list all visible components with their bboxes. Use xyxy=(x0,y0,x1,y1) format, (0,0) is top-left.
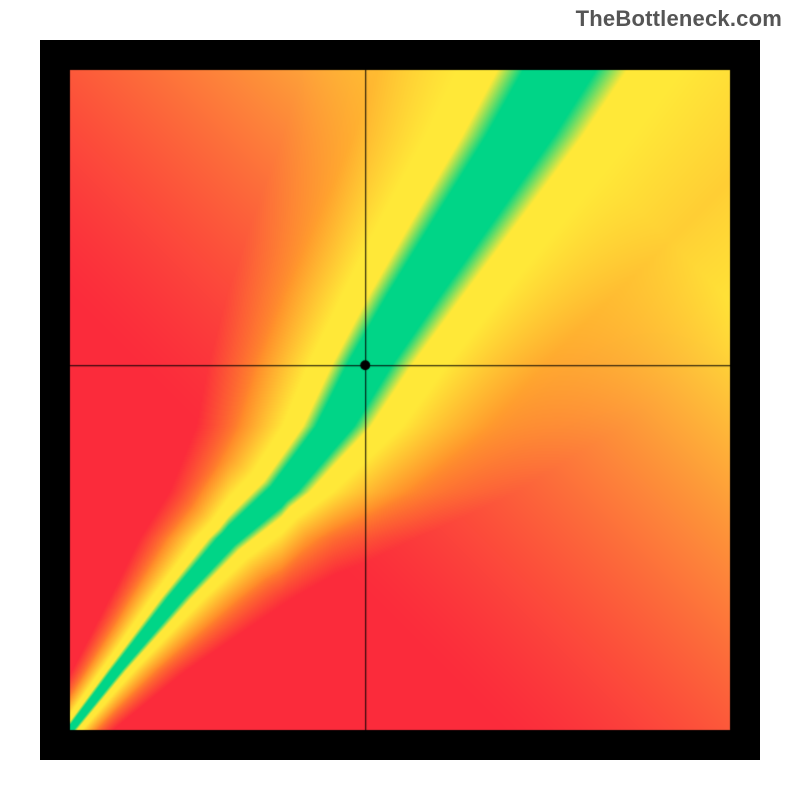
chart-container: TheBottleneck.com xyxy=(0,0,800,800)
plot-frame xyxy=(40,40,760,760)
watermark-text: TheBottleneck.com xyxy=(576,6,782,32)
heatmap-canvas xyxy=(40,40,760,760)
